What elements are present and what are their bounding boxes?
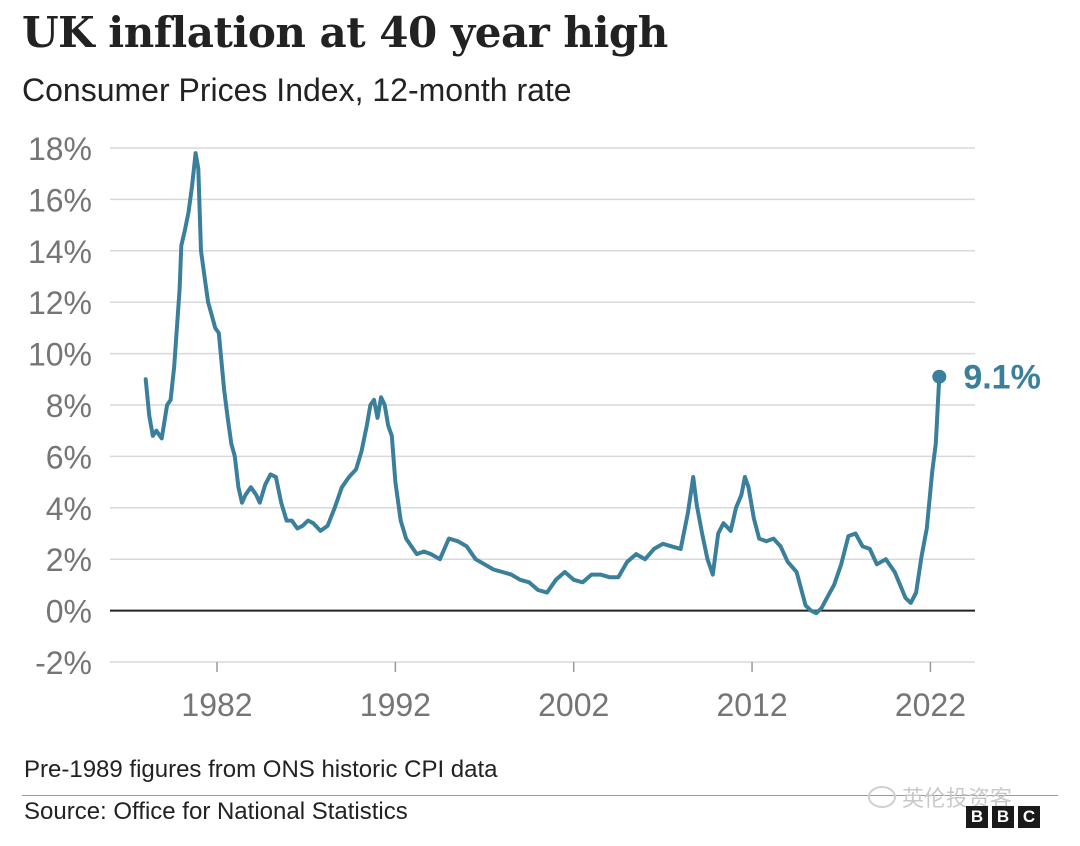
- chart-title: UK inflation at 40 year high: [22, 8, 668, 57]
- y-tick-label: 8%: [46, 388, 92, 424]
- series-lines: [143, 151, 942, 616]
- source-note: Source: Office for National Statistics: [24, 798, 408, 825]
- x-tick-label: 2012: [716, 687, 787, 723]
- bbc-logo: B B C: [966, 806, 1040, 828]
- end-point-label: 9.1%: [963, 359, 1040, 397]
- annotations: 9.1%: [932, 359, 1041, 397]
- x-axis-tick-labels: 1982 1992 2002 2012 2022: [181, 662, 966, 723]
- y-axis-tick-labels: -2% 0% 2% 4% 6% 8% 10% 12% 14% 16% 18%: [28, 131, 92, 681]
- logo-letter: B: [992, 806, 1014, 828]
- x-tick-label: 2022: [895, 687, 966, 723]
- y-tick-label: 18%: [28, 131, 92, 167]
- y-tick-label: -2%: [35, 645, 92, 681]
- y-tick-label: 16%: [28, 182, 92, 218]
- y-tick-label: 0%: [46, 594, 92, 630]
- y-tick-label: 12%: [28, 285, 92, 321]
- y-tick-label: 4%: [46, 491, 92, 527]
- x-tick-label: 1992: [360, 687, 431, 723]
- logo-letter: C: [1018, 806, 1040, 828]
- chart-subtitle: Consumer Prices Index, 12-month rate: [22, 72, 572, 108]
- x-tick-label: 1982: [181, 687, 252, 723]
- logo-letter: B: [966, 806, 988, 828]
- line-chart: -2% 0% 2% 4% 6% 8% 10% 12% 14% 16% 18% 1982 1992 200…: [28, 131, 1041, 723]
- end-point-marker: [932, 369, 947, 384]
- series-line: [143, 151, 942, 616]
- x-tick-label: 2002: [538, 687, 609, 723]
- footer-divider: [22, 795, 1058, 796]
- y-tick-label: 6%: [46, 439, 92, 475]
- footnote: Pre-1989 figures from ONS historic CPI d…: [24, 756, 498, 783]
- y-tick-label: 14%: [28, 234, 92, 270]
- grid-lines: [110, 147, 975, 663]
- chat-bubble-icon: [868, 786, 896, 808]
- y-tick-label: 10%: [28, 337, 92, 373]
- y-tick-label: 2%: [46, 542, 92, 578]
